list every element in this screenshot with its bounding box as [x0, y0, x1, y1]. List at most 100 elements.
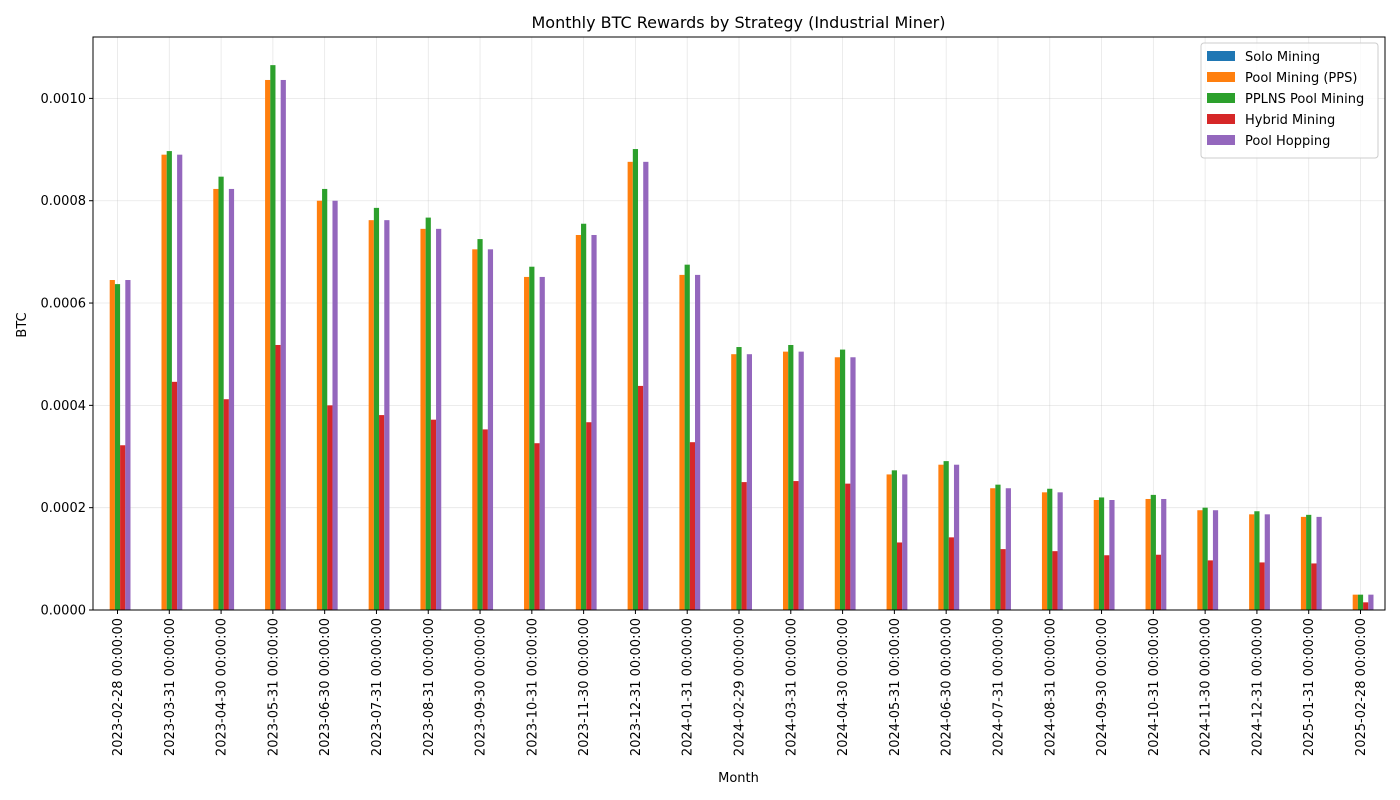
x-tick-label: 2023-08-31 00:00:00: [422, 618, 437, 756]
y-tick-label: 0.0008: [41, 194, 87, 209]
bar-pool-hopping: [280, 79, 286, 611]
bar-pool-hopping: [953, 464, 960, 610]
bar-pool-hopping: [1368, 594, 1374, 610]
bar-hybrid-mining: [379, 415, 385, 610]
legend-label: PPLNS Pool Mining: [1245, 92, 1364, 107]
bar-pool-mining-pps: [472, 249, 478, 611]
bar-hybrid-mining: [430, 419, 437, 610]
x-tick-label: 2024-12-31 00:00:00: [1250, 618, 1265, 756]
bar-hybrid-mining: [171, 381, 178, 610]
x-tick-label: 2024-10-31 00:00:00: [1147, 618, 1162, 756]
x-tick-label: 2023-11-30 00:00:00: [577, 618, 592, 756]
bar-hybrid-mining: [1363, 602, 1369, 610]
bar-pplns-pool-mining: [425, 217, 431, 610]
bar-pool-mining-pps: [109, 280, 115, 610]
x-tick-label: 2023-07-31 00:00:00: [370, 618, 385, 756]
legend: Solo Mining Pool Mining (PPS) PPLNS Pool M…: [1200, 42, 1379, 159]
bar-pool-mining-pps: [1145, 498, 1151, 610]
bar-hybrid-mining: [689, 442, 696, 610]
bar-pool-mining-pps: [731, 354, 737, 610]
chart-title: Monthly BTC Rewards by Strategy (Industr…: [532, 13, 946, 32]
bar-pool-mining-pps: [990, 488, 996, 610]
bar-hybrid-mining: [586, 422, 592, 610]
x-tick-label: 2024-06-30 00:00:00: [940, 618, 955, 756]
legend-swatch: [1207, 51, 1235, 61]
bar-pool-mining-pps: [1041, 492, 1048, 610]
legend-swatch: [1207, 93, 1235, 103]
bar-pool-mining-pps: [1093, 500, 1099, 610]
legend-swatch: [1207, 135, 1235, 145]
bar-pplns-pool-mining: [581, 223, 587, 610]
y-tick-label: 0.0002: [41, 501, 87, 516]
x-tick-label: 2025-01-31 00:00:00: [1302, 618, 1317, 756]
legend-label: Pool Mining (PPS): [1245, 71, 1357, 86]
bar-hybrid-mining: [482, 429, 488, 610]
y-axis: 0.0000 0.0002 0.0004 0.0006 0.0008 0.0010: [41, 92, 93, 619]
bar-pplns-pool-mining: [1254, 511, 1260, 610]
bar-pool-hopping: [746, 354, 752, 610]
bar-pool-hopping: [539, 276, 545, 610]
bar-pplns-pool-mining: [632, 149, 639, 610]
y-tick-label: 0.0004: [41, 399, 87, 414]
bar-pool-mining-pps: [316, 200, 323, 610]
x-tick-label: 2023-02-28 00:00:00: [111, 618, 126, 756]
y-tick-label: 0.0000: [41, 604, 87, 619]
bar-hybrid-mining: [223, 399, 229, 610]
bar-hybrid-mining: [1259, 562, 1265, 610]
bar-pplns-pool-mining: [1202, 507, 1208, 610]
x-tick-label: 2024-08-31 00:00:00: [1043, 618, 1058, 756]
bar-pool-mining-pps: [1352, 594, 1358, 610]
bar-pool-hopping: [332, 200, 338, 610]
y-tick-label: 0.0010: [41, 92, 87, 107]
x-tick-label: 2023-03-31 00:00:00: [163, 618, 178, 756]
bar-pool-mining-pps: [886, 474, 892, 610]
x-tick-label: 2024-11-30 00:00:00: [1199, 618, 1214, 756]
bar-pplns-pool-mining: [373, 207, 380, 611]
bar-pool-hopping: [1316, 516, 1322, 610]
x-tick-label: 2023-09-30 00:00:00: [474, 618, 489, 756]
bar-pool-hopping: [643, 161, 649, 610]
bar-hybrid-mining: [1052, 551, 1058, 610]
bar-pool-mining-pps: [938, 464, 944, 610]
bar-pplns-pool-mining: [529, 266, 535, 610]
x-tick-label: 2024-07-31 00:00:00: [991, 618, 1006, 756]
bar-hybrid-mining: [741, 482, 747, 610]
bar-hybrid-mining: [1000, 549, 1006, 610]
legend-label: Hybrid Mining: [1245, 113, 1335, 128]
bar-hybrid-mining: [638, 385, 644, 610]
bar-pool-mining-pps: [627, 161, 633, 610]
bar-pool-hopping: [695, 274, 701, 610]
x-tick-label: 2023-12-31 00:00:00: [629, 618, 644, 756]
bar-pplns-pool-mining: [891, 470, 897, 610]
x-axis: 2023-02-28 00:00:00 2023-03-31 00:00:00 20…: [111, 610, 1369, 756]
legend-box: [1200, 42, 1379, 159]
bar-pplns-pool-mining: [166, 151, 172, 611]
x-tick-label: 2024-02-29 00:00:00: [733, 618, 748, 756]
bar-hybrid-mining: [120, 445, 126, 610]
bar-hybrid-mining: [1155, 554, 1162, 610]
bar-pool-hopping: [487, 249, 494, 611]
bar-pplns-pool-mining: [995, 484, 1001, 610]
bar-pool-mining-pps: [1300, 516, 1307, 610]
bar-pplns-pool-mining: [684, 264, 690, 610]
bar-pool-hopping: [125, 280, 131, 610]
bar-pool-hopping: [1264, 514, 1270, 610]
bar-hybrid-mining: [1207, 560, 1213, 610]
bar-hybrid-mining: [793, 481, 799, 610]
bar-pplns-pool-mining: [788, 344, 794, 610]
bar-pplns-pool-mining: [218, 176, 224, 610]
bar-pplns-pool-mining: [1150, 494, 1156, 610]
bar-pool-mining-pps: [368, 220, 374, 611]
bar-pool-mining-pps: [420, 228, 426, 611]
legend-label: Solo Mining: [1245, 50, 1320, 65]
bar-pool-mining-pps: [679, 274, 685, 610]
y-tick-label: 0.0006: [41, 297, 87, 312]
bar-pool-mining-pps: [834, 357, 840, 610]
bar-pplns-pool-mining: [477, 239, 483, 610]
bar-pool-mining-pps: [575, 234, 582, 611]
x-tick-label: 2023-10-31 00:00:00: [525, 618, 540, 756]
x-axis-label: Month: [718, 771, 759, 786]
x-tick-label: 2023-05-31 00:00:00: [266, 618, 281, 756]
bar-pplns-pool-mining: [943, 461, 949, 610]
